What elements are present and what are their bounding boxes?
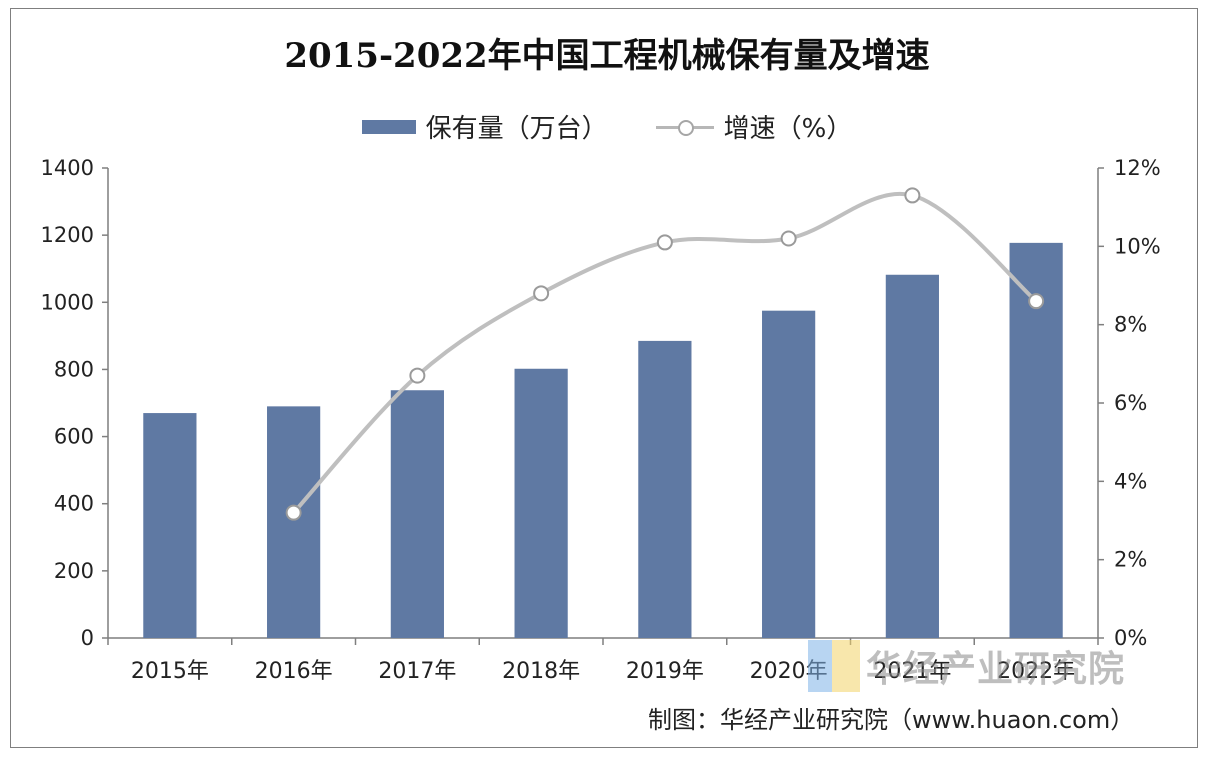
bar [267, 406, 321, 638]
legend-item-line: 增速（%） [655, 108, 853, 145]
legend-bar-swatch [361, 119, 416, 134]
bar [762, 310, 816, 638]
x-tick-label: 2022年 [997, 659, 1075, 684]
left-tick-label: 1400 [41, 156, 94, 180]
right-tick-label: 0% [1114, 626, 1147, 650]
watermark-logo-icon [808, 640, 860, 692]
x-tick-label: 2018年 [502, 659, 580, 684]
watermark-text: 华经产业研究院 [866, 649, 1126, 690]
x-tick-label: 2016年 [255, 659, 333, 684]
bar [885, 274, 939, 638]
legend-label-bar: 保有量（万台） [425, 114, 608, 144]
bar [514, 368, 568, 638]
growth-point [780, 230, 797, 247]
legend-label-line: 增速（%） [723, 114, 853, 144]
growth-point [1028, 293, 1045, 310]
right-tick-label: 6% [1114, 391, 1147, 415]
left-tick-label: 200 [54, 559, 94, 583]
legend-line-swatch [655, 117, 714, 137]
growth-point [285, 504, 302, 521]
bar [390, 390, 444, 638]
right-tick-label: 8% [1114, 313, 1147, 337]
right-tick-label: 4% [1114, 469, 1147, 493]
left-tick-label: 400 [54, 492, 94, 516]
x-tick-label: 2017年 [378, 659, 456, 684]
growth-point [533, 285, 550, 302]
chart-frame [10, 8, 1198, 748]
right-tick-label: 12% [1114, 156, 1161, 180]
left-tick-label: 0 [81, 626, 94, 650]
growth-point [409, 367, 426, 384]
legend-item-bar: 保有量（万台） [361, 108, 608, 145]
legend: 保有量（万台） 增速（%） [0, 108, 1214, 145]
growth-point [656, 234, 673, 251]
growth-point [904, 187, 921, 204]
left-tick-label: 800 [54, 357, 94, 381]
right-tick-label: 10% [1114, 234, 1161, 258]
chart-title: 2015-2022年中国工程机械保有量及增速 [284, 36, 930, 76]
x-tick-label: 2021年 [873, 659, 951, 684]
bar [638, 340, 692, 638]
source-credit: 制图：华经产业研究院（www.huaon.com） [648, 706, 1135, 734]
x-tick-label: 2015年 [131, 659, 209, 684]
left-tick-label: 600 [54, 425, 94, 449]
watermark: 华经产业研究院 [808, 640, 1125, 692]
right-tick-label: 2% [1114, 548, 1147, 572]
x-tick-label: 2019年 [626, 659, 704, 684]
bar [143, 413, 197, 638]
left-tick-label: 1000 [41, 290, 94, 314]
left-tick-label: 1200 [41, 223, 94, 247]
